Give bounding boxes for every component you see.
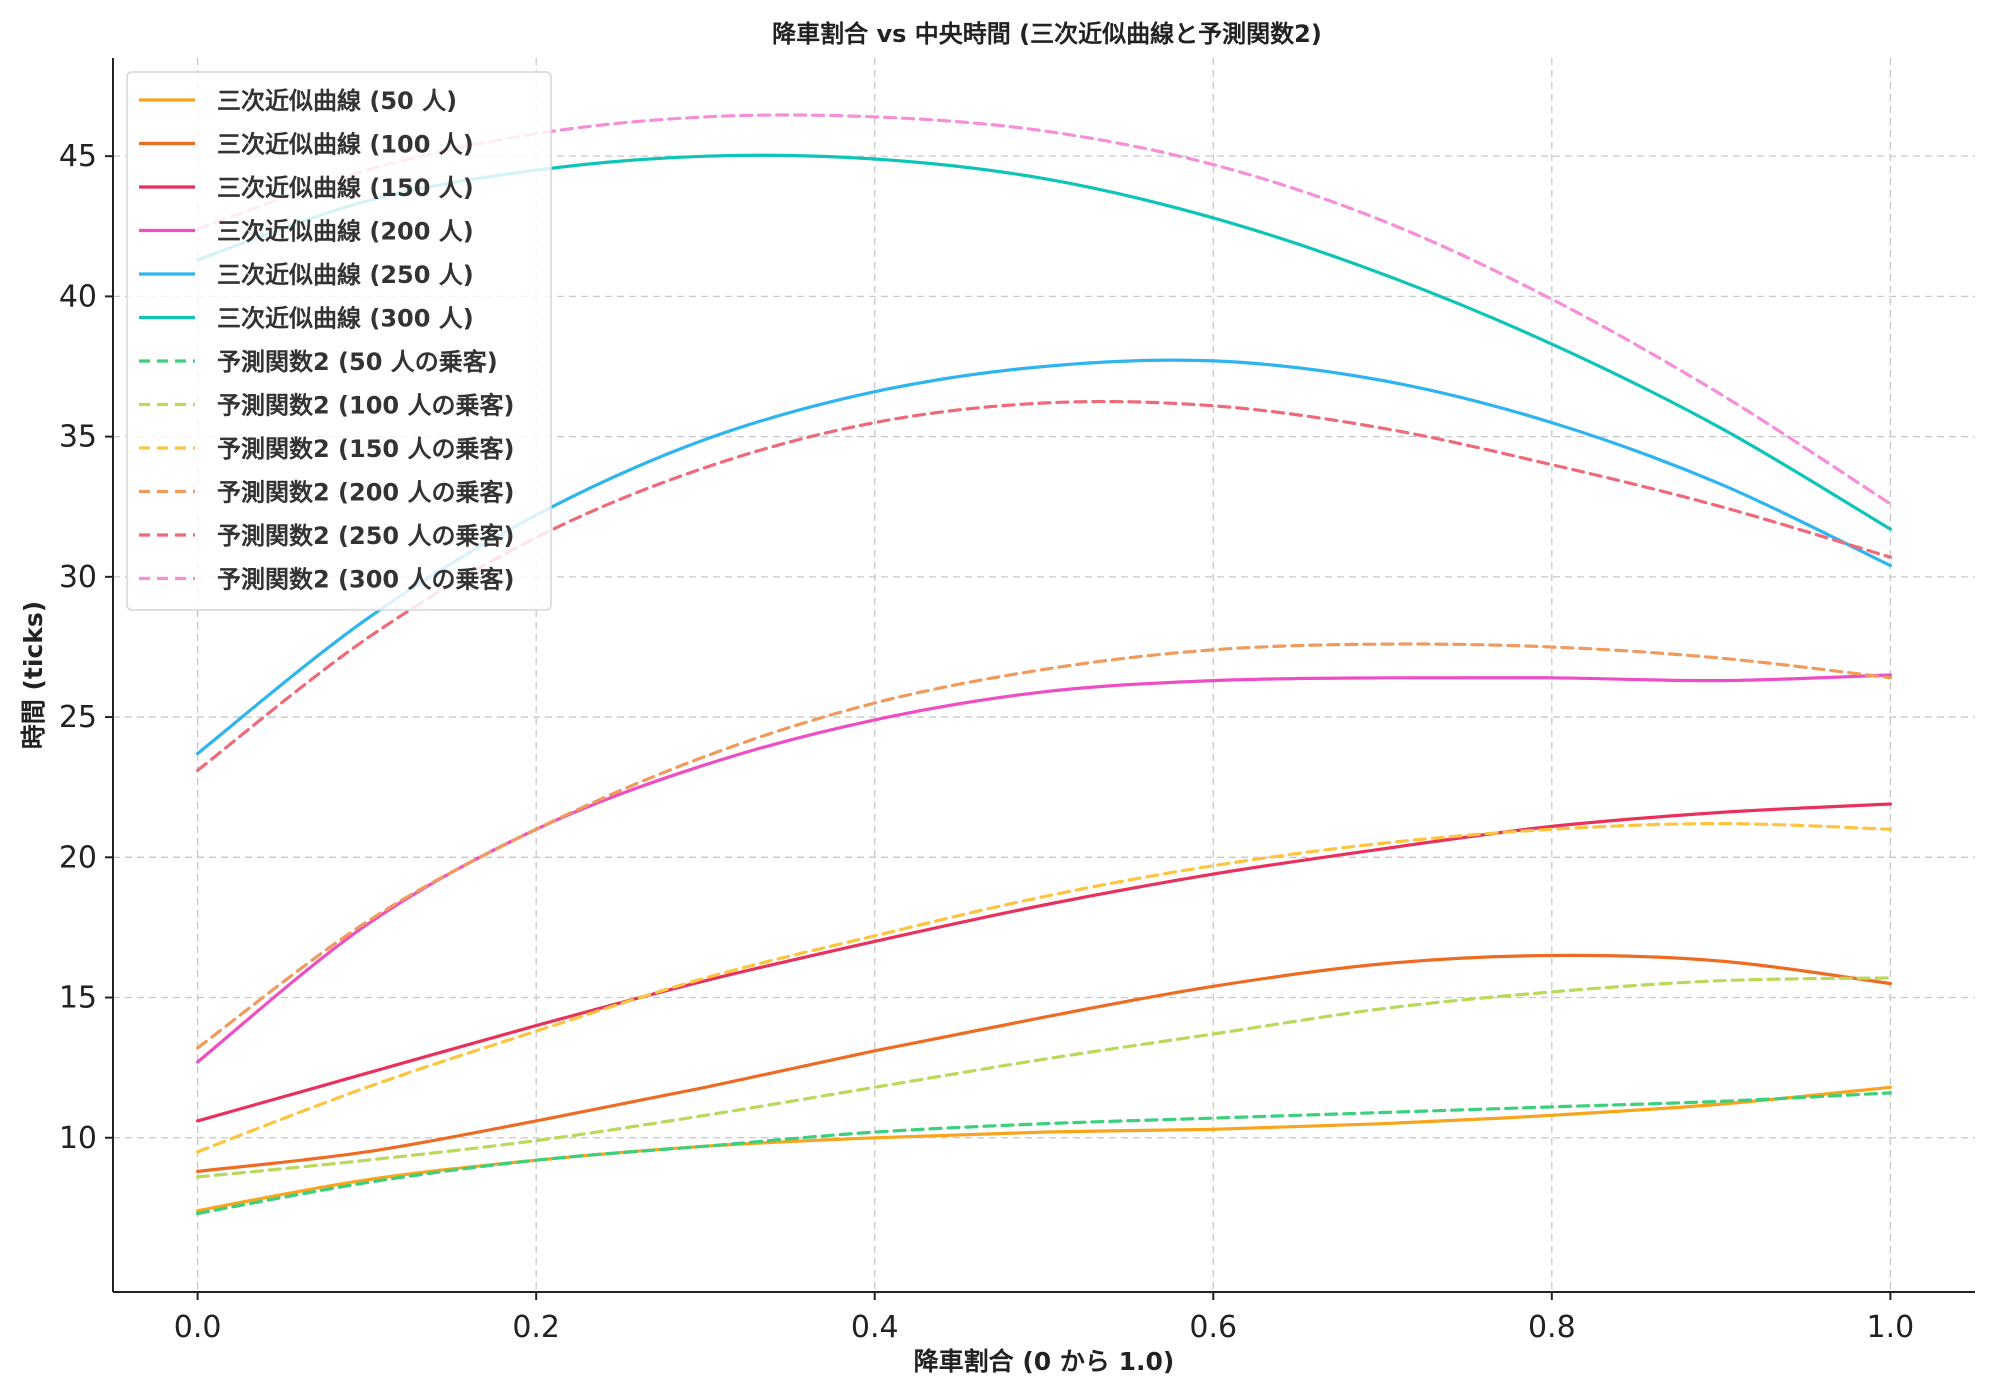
y-tick-label: 15 [59,981,97,1016]
series-line-8 [196,976,1892,1179]
legend: 三次近似曲線 (50 人) 三次近似曲線 (100 人) 三次近似曲線 (150 人… [126,71,552,611]
y-tick-label: 30 [59,560,97,595]
legend-label: 予測関数2 (250 人の乗客) [217,522,514,550]
x-tick-label: 0.0 [174,1310,222,1345]
y-tick-label: 35 [59,420,97,455]
y-tick-label: 25 [59,700,97,735]
series-line-4 [196,673,1892,1064]
tick-layer: 0.0 0.2 0.4 0.6 0.8 1.0 10 15 20 25 30 35 40 45 [59,139,1914,1345]
series-line-7 [196,1091,1892,1216]
legend-label: 三次近似曲線 (250 人) [217,261,474,289]
x-tick-label: 1.0 [1867,1310,1915,1345]
chart-title: 降車割合 vs 中央時間 (三次近似曲線と予測関数2) [772,20,1322,48]
y-axis-label: 時間 (ticks) [19,601,48,749]
series-line-3 [196,802,1892,1123]
x-tick-label: 0.8 [1528,1310,1576,1345]
y-tick-label: 20 [59,840,97,875]
y-tick-label: 40 [59,279,97,314]
legend-label: 予測関数2 (100 人の乗客) [217,392,514,420]
x-tick-label: 0.4 [851,1310,899,1345]
x-tick-label: 0.2 [512,1310,560,1345]
legend-label: 三次近似曲線 (100 人) [217,131,474,159]
grid-layer [113,58,1975,1292]
x-axis-label: 降車割合 (0 から 1.0) [914,1347,1175,1376]
legend-label: 三次近似曲線 (300 人) [217,305,474,333]
legend-label: 三次近似曲線 (200 人) [217,218,474,246]
series-line-9 [196,821,1892,1154]
legend-label: 三次近似曲線 (50 人) [217,87,457,115]
legend-label: 予測関数2 (300 人の乗客) [217,566,514,594]
legend-label: 予測関数2 (150 人の乗客) [217,435,514,463]
legend-label: 予測関数2 (200 人の乗客) [217,479,514,507]
legend-label: 三次近似曲線 (150 人) [217,174,474,202]
x-tick-label: 0.6 [1189,1310,1237,1345]
y-tick-label: 45 [59,139,97,174]
legend-label: 予測関数2 (50 人の乗客) [217,348,498,376]
series-line-10 [196,642,1892,1050]
axes-frame [112,58,1975,1293]
legend-box [126,71,552,611]
y-tick-label: 10 [59,1121,97,1156]
series-line-2 [196,953,1892,1173]
